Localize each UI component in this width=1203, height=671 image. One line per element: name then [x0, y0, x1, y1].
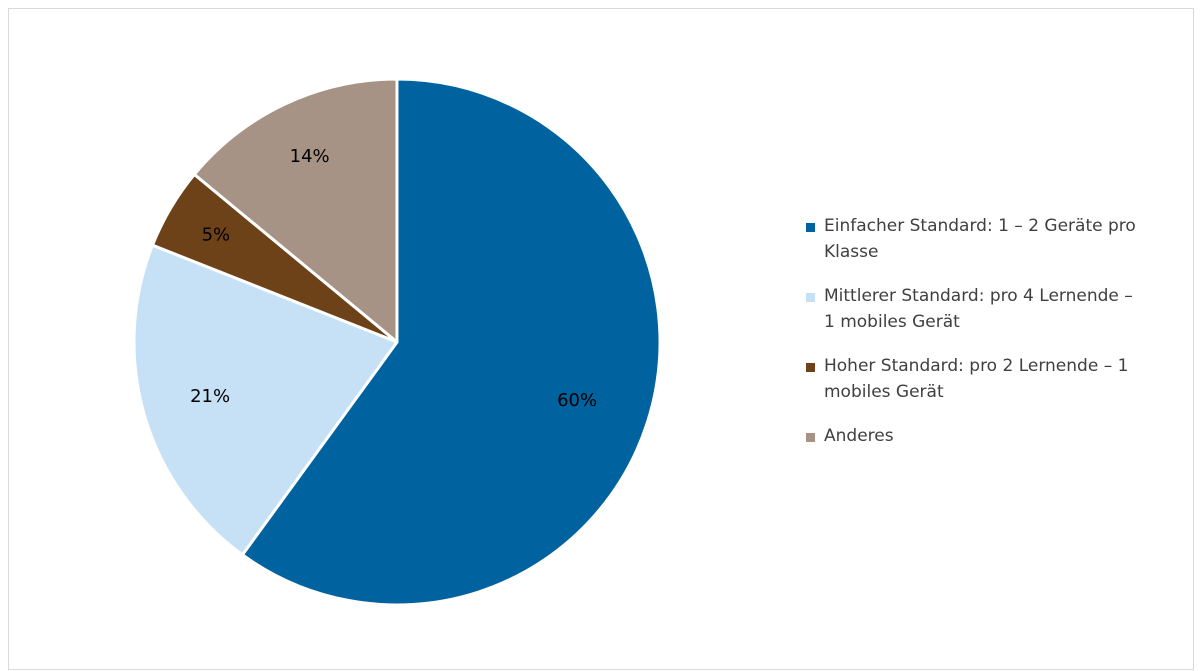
legend-item-hoher-standard: Hoher Standard: pro 2 Lernende – 1 mobil…	[806, 353, 1201, 405]
chart-frame: 60% 21% 5% 14% Einfacher Standard: 1 – 2 Ge…	[8, 8, 1194, 670]
legend-label: Mittlerer Standard: pro 4 Lernende – 1 m…	[824, 286, 1133, 332]
legend-label: Hoher Standard: pro 2 Lernende – 1 mobil…	[824, 356, 1129, 402]
data-label-einfacher-standard: 60%	[557, 390, 597, 411]
pie-slice-einfacher-standard	[240, 77, 662, 607]
pie-slice-anderes	[192, 77, 399, 344]
legend-item-mittlerer-standard: Mittlerer Standard: pro 4 Lernende – 1 m…	[806, 283, 1201, 335]
pie-slice-mittlerer-standard	[132, 243, 399, 557]
data-label-mittlerer-standard: 21%	[190, 386, 230, 407]
legend-label: Einfacher Standard: 1 – 2 Geräte pro Kla…	[824, 216, 1136, 262]
legend: Einfacher Standard: 1 – 2 Geräte pro Kla…	[806, 213, 1201, 467]
legend-swatch	[806, 363, 815, 372]
legend-item-anderes: Anderes	[806, 423, 1201, 449]
legend-swatch	[806, 433, 815, 442]
legend-swatch	[806, 293, 815, 302]
data-label-anderes: 14%	[290, 146, 330, 167]
pie-chart: 60% 21% 5% 14%	[132, 77, 662, 607]
legend-swatch	[806, 223, 815, 232]
legend-label: Anderes	[824, 426, 894, 446]
data-label-hoher-standard: 5%	[202, 224, 231, 245]
legend-item-einfacher-standard: Einfacher Standard: 1 – 2 Geräte pro Kla…	[806, 213, 1201, 265]
